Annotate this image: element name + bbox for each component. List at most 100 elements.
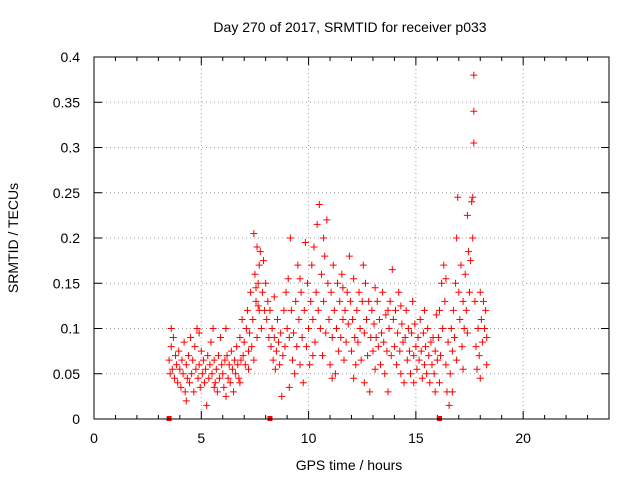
data-point	[416, 315, 424, 323]
data-point	[435, 379, 443, 387]
data-point	[199, 356, 207, 364]
data-point	[431, 388, 439, 396]
data-point	[229, 388, 237, 396]
data-point	[257, 325, 265, 332]
data-point	[476, 374, 484, 382]
data-point	[328, 374, 336, 382]
data-point	[196, 383, 204, 391]
data-point	[401, 334, 409, 342]
data-point	[439, 325, 447, 332]
data-point	[228, 365, 236, 373]
y-tick-label: 0.05	[53, 366, 80, 382]
data-point	[309, 352, 317, 360]
data-point	[281, 343, 289, 351]
data-point	[397, 370, 405, 378]
x-tick-label: 15	[408, 430, 424, 446]
data-point	[359, 261, 367, 269]
data-point	[386, 297, 394, 305]
data-point	[248, 343, 256, 351]
data-point	[178, 356, 186, 364]
data-point	[433, 356, 441, 364]
data-point	[394, 329, 402, 337]
data-point	[456, 315, 464, 323]
data-point	[212, 365, 220, 373]
data-point	[294, 261, 302, 269]
data-point	[243, 306, 251, 314]
chart-title: Day 270 of 2017, SRMTID for receiver p03…	[213, 19, 486, 35]
data-point	[404, 325, 412, 332]
data-point	[170, 374, 178, 382]
data-point	[306, 361, 314, 369]
data-point	[233, 343, 241, 351]
data-point	[461, 270, 469, 278]
data-point	[208, 370, 216, 378]
data-point	[184, 352, 192, 360]
data-point	[277, 329, 285, 337]
data-point	[269, 356, 277, 364]
data-point	[304, 279, 312, 287]
data-point	[252, 284, 260, 292]
data-point	[305, 325, 313, 332]
data-point	[173, 361, 181, 369]
data-point	[183, 374, 191, 382]
data-point	[337, 334, 345, 342]
data-point	[354, 338, 362, 346]
data-point	[391, 306, 399, 314]
data-point	[340, 356, 348, 364]
data-point	[437, 352, 445, 360]
data-point	[320, 234, 328, 242]
data-point	[452, 279, 460, 287]
x-tick-label: 10	[301, 430, 317, 446]
data-point	[387, 352, 395, 360]
data-point	[383, 347, 391, 355]
data-point	[177, 383, 185, 391]
data-point	[453, 234, 461, 242]
data-point	[302, 343, 310, 351]
y-tick-label: 0.1	[61, 321, 81, 337]
data-point	[223, 352, 231, 360]
data-point	[238, 315, 246, 323]
data-point	[325, 315, 333, 323]
data-point	[222, 392, 230, 400]
data-point	[413, 365, 421, 373]
data-point	[372, 334, 380, 342]
data-point	[388, 266, 396, 274]
data-point	[463, 329, 471, 337]
data-point	[285, 334, 293, 342]
data-point	[375, 315, 383, 323]
data-point	[442, 275, 450, 283]
data-point	[379, 288, 387, 296]
data-point	[240, 338, 248, 346]
data-point	[216, 374, 224, 382]
data-point	[192, 365, 200, 373]
data-point	[471, 297, 479, 305]
data-point	[300, 306, 308, 314]
data-point	[356, 325, 364, 332]
grid	[93, 56, 609, 420]
data-point	[348, 347, 355, 355]
data-point	[342, 338, 350, 346]
data-point	[424, 325, 432, 332]
data-point	[319, 352, 327, 360]
data-point	[412, 343, 420, 351]
data-point	[358, 297, 366, 305]
data-point	[363, 315, 371, 323]
data-point	[346, 297, 354, 305]
data-point	[469, 234, 477, 242]
data-point	[389, 315, 397, 323]
data-point	[321, 252, 329, 260]
data-point	[219, 370, 227, 378]
data-point	[180, 338, 188, 346]
data-point	[368, 306, 376, 314]
data-point	[264, 297, 272, 305]
data-point	[357, 356, 365, 364]
y-tick-label: 0.3	[61, 140, 81, 156]
data-point	[426, 379, 434, 387]
data-point	[355, 288, 363, 296]
data-point	[307, 297, 315, 305]
x-axis-label: GPS time / hours	[296, 457, 403, 473]
data-point	[276, 361, 284, 369]
data-point	[210, 383, 218, 391]
data-point	[282, 288, 290, 296]
data-point	[417, 347, 425, 355]
